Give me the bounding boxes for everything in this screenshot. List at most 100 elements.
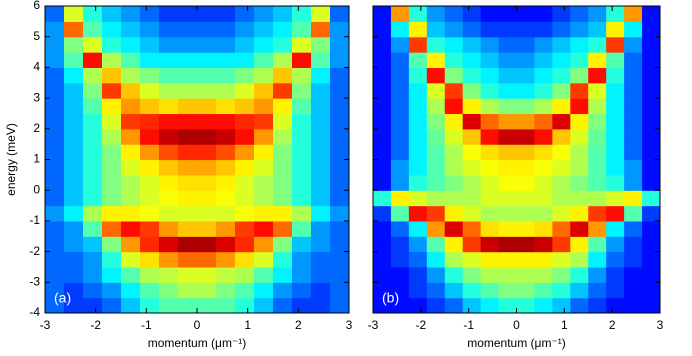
heatmap-cell [235,82,255,99]
heatmap-cell [121,67,141,84]
heatmap-cell [83,159,103,176]
heatmap-cell [254,128,274,145]
heatmap-cell [330,6,349,22]
heatmap-cell [311,282,331,299]
heatmap-cell [570,236,589,253]
heatmap-cell [606,190,625,207]
heatmap-cell [45,174,65,191]
heatmap-cell [102,98,122,115]
heatmap-cell [498,113,518,130]
heatmap-cell [426,128,446,145]
heatmap-cell [390,266,410,283]
heatmap-cell [140,82,160,99]
heatmap-cell [552,128,571,145]
heatmap-cell [83,82,103,99]
heatmap-cell [197,67,217,84]
panel-label: (a) [54,290,71,306]
heatmap-cell [498,174,518,191]
heatmap-cell [624,128,643,145]
heatmap-cell [216,297,236,313]
heatmap-cell [83,21,103,38]
heatmap-cell [311,67,331,84]
heatmap-cell [311,21,331,38]
heatmap-cell [45,67,65,84]
heatmap-cell [140,251,160,268]
heatmap-cell [642,266,660,283]
heatmap-cell [254,52,274,68]
heatmap-cell [498,21,518,38]
heatmap-cell [235,190,255,207]
heatmap-cell [480,82,500,99]
heatmap-cell [390,82,410,99]
heatmap-cell [444,21,464,38]
heatmap-cell [373,52,392,68]
heatmap-cell [197,113,217,130]
heatmap-cell [216,190,236,207]
heatmap-cell [178,220,198,237]
heatmap-cell [642,144,660,161]
heatmap-cell [606,6,625,22]
heatmap-cell [390,98,410,115]
heatmap-cell [292,144,312,161]
heatmap-cell [588,128,607,145]
heatmap-cell [311,236,331,253]
heatmap-cell [462,6,482,22]
heatmap-cell [408,297,428,313]
heatmap-cell [642,205,660,222]
heatmap-cell [408,190,428,207]
heatmap-cell [121,82,141,99]
heatmap-cell [642,98,660,115]
heatmap-cell [624,266,643,283]
heatmap-cell [462,190,482,207]
heatmap-cell [444,159,464,176]
heatmap-cell [588,21,607,38]
heatmap-cell [534,98,553,115]
heatmap-cell [373,251,392,268]
heatmap-cell [444,144,464,161]
heatmap-cell [373,128,392,145]
heatmap-cell [426,6,446,22]
heatmap-cell [121,6,141,22]
heatmap-cell [408,174,428,191]
heatmap-cell [235,113,255,130]
heatmap-cell [178,159,198,176]
heatmap-cell [178,266,198,283]
heatmap-cell [462,266,482,283]
heatmap-cell [373,282,392,299]
heatmap-cell [311,266,331,283]
heatmap-cell [606,36,625,53]
heatmap-cell [45,220,65,237]
heatmap-cell [64,144,84,161]
heatmap-cell [197,144,217,161]
heatmap-cell [408,36,428,53]
heatmap-cell [642,82,660,99]
heatmap-cell [480,21,500,38]
x-tick-label: -3 [368,318,379,332]
heatmap-cell [178,282,198,299]
heatmap-cell [197,220,217,237]
heatmap-cell [254,36,274,53]
heatmap-cell [642,251,660,268]
heatmap-cell [642,21,660,38]
heatmap-cell [373,236,392,253]
heatmap-cell [426,144,446,161]
heatmap-cell [480,236,500,253]
heatmap-cell [516,82,536,99]
heatmap-cell [64,205,84,222]
heatmap-cell [140,6,160,22]
heatmap-cell [311,36,331,53]
heatmap-cell [235,251,255,268]
heatmap-cell [45,159,65,176]
heatmap-cell [390,21,410,38]
heatmap-cell [480,128,500,145]
heatmap-cell [197,236,217,253]
heatmap-cell [588,266,607,283]
heatmap-cell [534,205,553,222]
heatmap-cell [254,144,274,161]
heatmap-cell [534,113,553,130]
heatmap-cell [292,113,312,130]
heatmap-cell [570,113,589,130]
heatmap-cell [462,52,482,68]
heatmap-cell [140,190,160,207]
heatmap-cell [121,190,141,207]
